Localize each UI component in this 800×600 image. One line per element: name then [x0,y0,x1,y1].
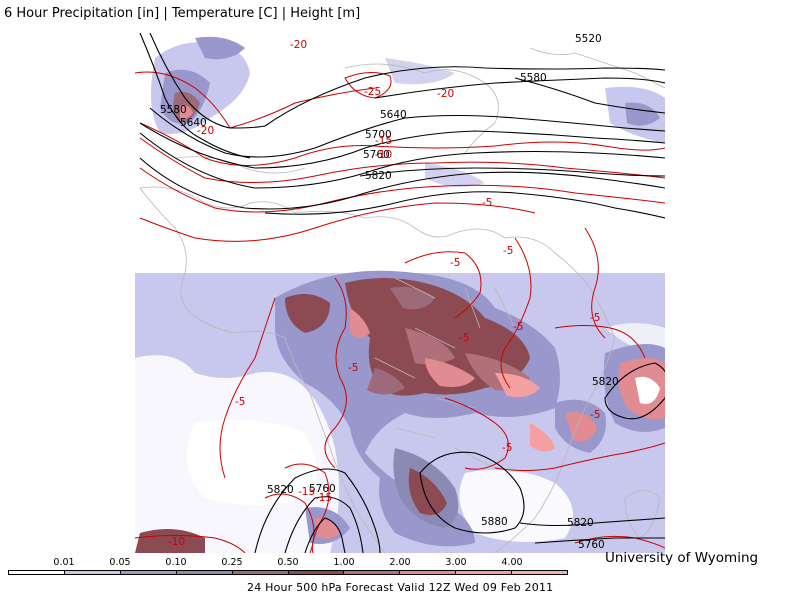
temp-label: -20 [437,88,454,100]
height-label: 5760 [363,149,390,161]
colorbar-tick: 0.10 [165,557,187,568]
temp-label: -5 [450,257,460,269]
colorbar-segment [9,571,65,574]
colorbar-tick: 3.00 [445,557,467,568]
colorbar-tick: 0.05 [109,557,131,568]
colorbar-segment [288,571,345,574]
temp-label: -5 [590,409,600,421]
height-label: 5520 [575,33,602,45]
colorbar-segment [232,571,289,574]
height-label: 5640 [180,117,207,129]
temp-label: -5 [513,321,523,333]
colorbar [8,570,568,575]
height-label: 5880 [481,516,508,528]
temp-label: -5 [590,312,600,324]
temp-label: -5 [503,245,513,257]
temp-label: -25 [364,86,381,98]
height-label: 5580 [160,104,187,116]
colorbar-tick: 2.00 [389,557,411,568]
colorbar-segment [512,571,568,574]
weather-map: 5520 5580 5580 5640 5640 5700 5760 5820 … [135,28,665,553]
colorbar-tick: 4.00 [501,557,523,568]
height-label: 5820 [592,376,619,388]
temp-label: -20 [197,125,214,137]
forecast-valid-label: 24 Hour 500 hPa Forecast Valid 12Z Wed 0… [247,581,554,594]
height-label: 5820 [365,170,392,182]
height-label: 5760 [578,539,605,551]
colorbar-tick: 0.01 [53,557,75,568]
temp-label: -5 [502,442,512,454]
temp-label: -10 [375,149,392,161]
precipitation-field [135,36,665,553]
temp-label: -20 [290,39,307,51]
colorbar-segment [64,571,121,574]
temp-label: -5 [235,396,245,408]
coastlines [139,47,665,553]
height-label: 5760 [309,483,336,495]
height-label: 5820 [567,517,594,529]
height-labels: 5520 5580 5580 5640 5640 5700 5760 5820 … [160,33,619,551]
temp-label: -15 [298,486,315,498]
colorbar-segment [400,571,457,574]
colorbar-segment [120,571,177,574]
colorbar-segment [456,571,513,574]
height-label: 5700 [365,129,392,141]
colorbar-segment [344,571,401,574]
height-label: 5640 [380,109,407,121]
temperature-labels: -20 -20 -25 -20 -15 -10 -5 -5 -5 -5 -5 -… [168,39,600,548]
credit-label: University of Wyoming [605,550,759,566]
temp-label: -5 [459,332,469,344]
colorbar-ticks: 0.01 0.05 0.10 0.25 0.50 1.00 2.00 3.00 … [0,557,800,569]
colorbar-tick: 0.25 [221,557,243,568]
map-title: 6 Hour Precipitation [in] | Temperature … [4,6,361,21]
temp-label: -10 [168,536,185,548]
temp-label: -5 [348,362,358,374]
colorbar-tick: 0.50 [277,557,299,568]
temp-label: -5 [482,197,492,209]
colorbar-segment [176,571,233,574]
colorbar-tick: 1.00 [333,557,355,568]
height-label: 5580 [520,72,547,84]
height-label: 5820 [267,484,294,496]
temp-label: -15 [315,492,332,504]
temp-label: -15 [375,135,392,147]
height-contours [139,32,665,553]
